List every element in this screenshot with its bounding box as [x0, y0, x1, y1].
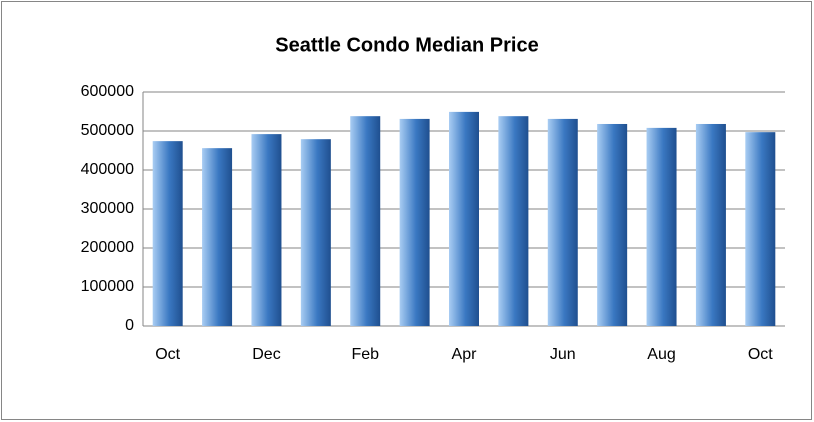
bar — [646, 127, 677, 326]
chart-title: Seattle Condo Median Price — [275, 34, 538, 56]
x-tick-label: Dec — [252, 346, 280, 363]
bar — [251, 134, 282, 326]
y-tick-label: 600000 — [81, 83, 134, 100]
bar — [449, 111, 479, 326]
y-tick-label: 300000 — [81, 200, 134, 217]
x-tick-label: Feb — [351, 346, 379, 363]
y-tick-label: 0 — [125, 317, 134, 334]
bar — [202, 148, 233, 326]
bar — [745, 132, 776, 326]
bar — [498, 116, 529, 327]
bar — [350, 116, 381, 327]
bar — [399, 118, 430, 326]
y-tick-label: 100000 — [81, 278, 134, 295]
bar — [597, 123, 628, 326]
x-tick-label: Jun — [550, 346, 576, 363]
x-tick-label: Apr — [452, 346, 478, 363]
y-tick-label: 200000 — [81, 239, 134, 256]
x-tick-label: Oct — [748, 346, 773, 363]
bar — [300, 139, 331, 326]
bar — [547, 118, 578, 326]
y-tick-label: 500000 — [81, 122, 134, 139]
bar — [152, 141, 183, 326]
y-tick-label: 400000 — [81, 161, 134, 178]
x-tick-label: Aug — [647, 346, 675, 363]
x-tick-label: Oct — [155, 346, 180, 363]
bar — [695, 123, 726, 326]
